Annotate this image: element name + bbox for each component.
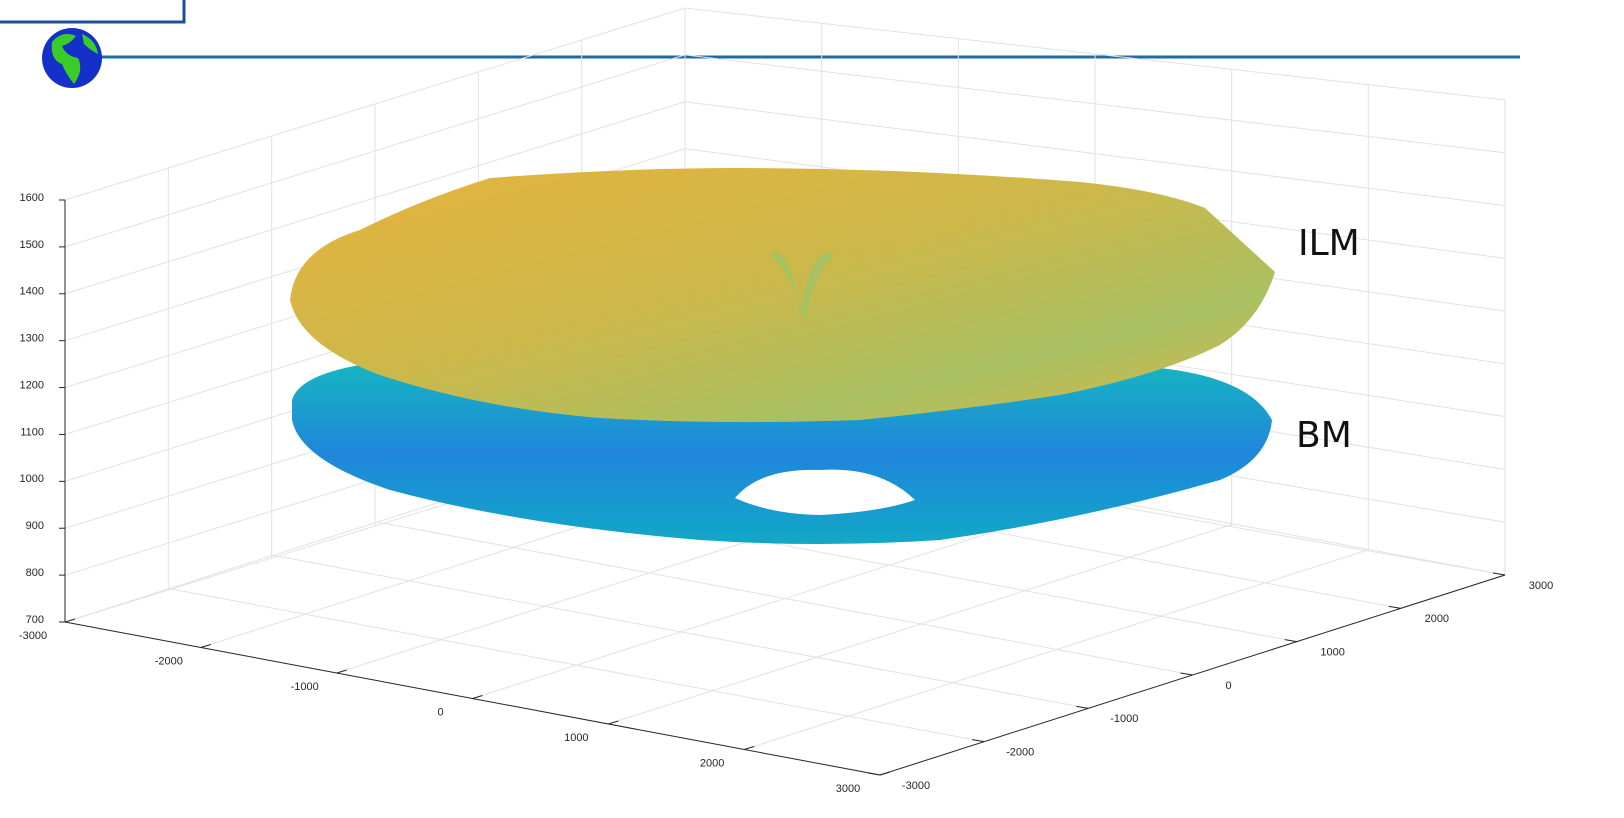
- surface-label: ILM: [1298, 223, 1360, 264]
- x-tick-label: -1000: [291, 681, 319, 693]
- y-tick: [1180, 672, 1193, 676]
- y-tick-label: 0: [1225, 680, 1231, 692]
- x-tick: [744, 746, 755, 750]
- x-tick-label: 1000: [564, 732, 588, 744]
- z-tick-label: 1400: [20, 286, 44, 298]
- x-tick-label: 0: [437, 706, 443, 718]
- x-tick: [472, 695, 483, 699]
- x-tick: [64, 618, 76, 623]
- x-tick-label: -3000: [19, 630, 47, 642]
- x-tick: [879, 771, 891, 776]
- z-tick-label: 800: [26, 567, 44, 579]
- z-tick-label: 700: [26, 614, 44, 626]
- z-tick-label: 900: [26, 520, 44, 532]
- y-tick: [867, 772, 881, 776]
- z-tick-label: 1300: [20, 333, 44, 345]
- z-tick-label: 1000: [20, 473, 44, 485]
- z-tick-label: 1100: [20, 426, 44, 438]
- y-tick-label: -2000: [1006, 747, 1034, 759]
- x-tick-label: 3000: [836, 783, 860, 795]
- grid-line: [169, 588, 985, 743]
- z-tick-label: 1600: [20, 192, 44, 204]
- grid-line: [273, 554, 1089, 709]
- x-tick-label: -2000: [155, 655, 183, 667]
- y-tick-label: 2000: [1425, 613, 1449, 625]
- y-tick-label: -1000: [1110, 713, 1138, 725]
- grid-line: [377, 521, 1193, 676]
- y-tick-label: 3000: [1529, 580, 1553, 592]
- x-tick: [200, 644, 211, 648]
- x-tick: [336, 669, 347, 674]
- z-tick-label: 1200: [20, 379, 44, 391]
- x-tick: [608, 720, 619, 725]
- y-tick: [972, 739, 985, 743]
- ilm-surface: [290, 168, 1275, 423]
- y-tick: [1388, 605, 1401, 609]
- z-tick-label: 1500: [20, 239, 44, 251]
- y-tick-label: -3000: [902, 780, 930, 792]
- y-tick: [1284, 639, 1297, 643]
- x-tick-label: 2000: [700, 757, 724, 769]
- y-tick: [1076, 705, 1089, 709]
- y-tick-label: 1000: [1320, 647, 1344, 659]
- surface-label: BM: [1296, 415, 1352, 456]
- header-box: [0, 0, 186, 24]
- y-tick: [1492, 572, 1506, 576]
- globe-icon: [42, 28, 102, 88]
